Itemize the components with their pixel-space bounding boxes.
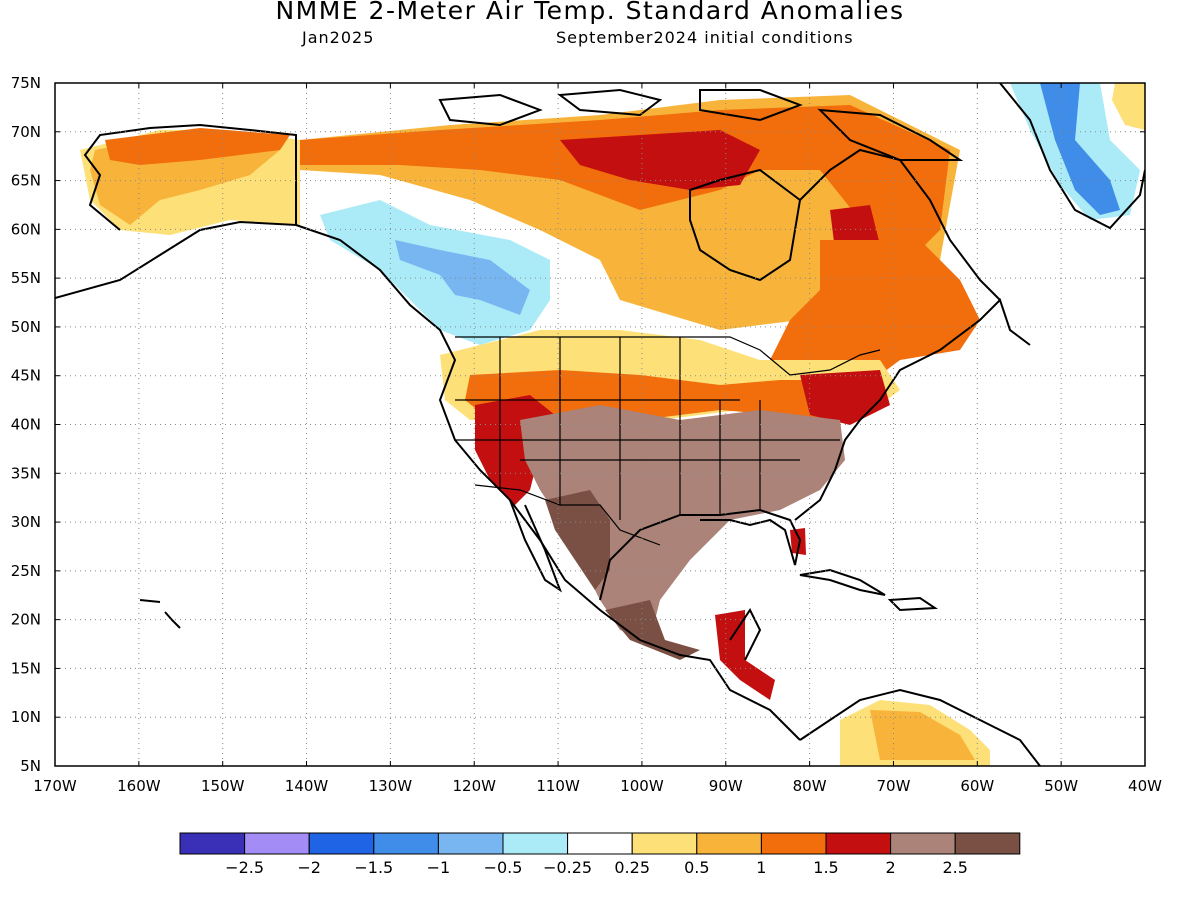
forecast-month: Jan2025 <box>302 28 375 47</box>
hawaii <box>139 599 181 629</box>
cuba <box>799 568 886 596</box>
greenland-warm <box>1112 83 1145 130</box>
colorbar-swatch <box>954 832 1021 855</box>
borders <box>455 336 881 546</box>
greenland-coast <box>999 83 1145 230</box>
lat-label: 75N <box>11 74 41 92</box>
anomaly-shading <box>80 83 1145 766</box>
lon-label: 110W <box>536 777 580 795</box>
lon-label: 70W <box>877 777 911 795</box>
colorbar-label: −2 <box>297 858 321 877</box>
us-canada-border <box>455 336 881 376</box>
bc-light-blue-region <box>395 240 530 315</box>
lat-label: 5N <box>20 757 41 775</box>
lon-label: 120W <box>452 777 496 795</box>
colorbar-swatch <box>437 832 504 855</box>
lat-label: 25N <box>11 562 41 580</box>
colorbar-swatch <box>373 832 439 855</box>
colorbar-label: 1 <box>756 858 766 877</box>
colorbar-swatch <box>890 832 956 855</box>
lon-label: 160W <box>117 777 161 795</box>
lat-label: 40N <box>11 416 41 434</box>
hispaniola <box>887 596 939 612</box>
colorbar-label: 2 <box>886 858 896 877</box>
lon-label: 90W <box>709 777 743 795</box>
mexico-brown-dark <box>545 490 610 590</box>
greenland-blue <box>1040 83 1120 215</box>
lat-label: 60N <box>11 220 41 238</box>
lat-label: 65N <box>11 172 41 190</box>
lon-label: 80W <box>793 777 827 795</box>
colorbar-label: −2.5 <box>225 858 264 877</box>
central-america-dark <box>605 600 700 660</box>
colorbar-label: −1.5 <box>354 858 393 877</box>
hudson-red-region <box>560 130 760 190</box>
hudson-bay <box>689 168 802 282</box>
us-state-lines <box>455 337 840 520</box>
lon-label: 130W <box>369 777 413 795</box>
latitude-labels: 75N 70N 65N 60N 55N 50N 45N 40N 35N 30N 25N 20N 15N 1… <box>11 74 41 775</box>
map-title: NMME 2-Meter Air Temp. Standard Anomalie… <box>275 0 905 25</box>
lat-label: 30N <box>11 513 41 531</box>
colorbar-swatch <box>502 832 569 855</box>
lon-label: 50W <box>1044 777 1078 795</box>
florida-red <box>790 528 806 555</box>
lon-label: 150W <box>201 777 245 795</box>
axis-ticks <box>54 82 1146 767</box>
labrador-coast <box>799 148 1001 301</box>
lat-label: 50N <box>11 318 41 336</box>
baja-peninsula <box>509 499 563 593</box>
colorbar-label: 0.25 <box>614 858 650 877</box>
alaska-strong-region <box>105 128 290 165</box>
colorbar-swatch <box>696 832 762 855</box>
atlantic-coast <box>794 298 1031 521</box>
colorbar-swatch <box>179 832 246 855</box>
colorbar-label: −1 <box>427 858 451 877</box>
longitude-labels: 170W 160W 150W 140W 130W 120W 110W 100W 90W 80W 70… <box>33 777 1162 795</box>
lat-label: 15N <box>11 659 41 677</box>
lat-label: 70N <box>11 123 41 141</box>
lon-label: 60W <box>960 777 994 795</box>
colorbar-swatch <box>760 832 827 855</box>
lat-label: 20N <box>11 611 41 629</box>
lat-label: 35N <box>11 464 41 482</box>
lon-label: 40W <box>1128 777 1162 795</box>
arctic-islands <box>438 88 964 161</box>
south-america-coast <box>799 688 1041 766</box>
lat-label: 55N <box>11 269 41 287</box>
graticule <box>55 83 1145 766</box>
gulf-coast <box>599 508 802 601</box>
us-mexico-border <box>474 484 661 546</box>
lat-label: 45N <box>11 367 41 385</box>
initial-conditions: September2024 initial conditions <box>556 28 854 47</box>
lon-label: 100W <box>620 777 664 795</box>
canada-orange-band <box>300 105 950 270</box>
colorbar-label: 2.5 <box>942 858 967 877</box>
colorbar-swatch <box>244 832 310 855</box>
colorbar-swatch <box>308 832 375 855</box>
central-america-red <box>715 610 775 700</box>
colorbar-labels: −2.5 −2 −1.5 −1 −0.5 −0.25 0.25 0.5 1 1.5 2 2.5 <box>225 858 968 877</box>
colorbar-label: 0.5 <box>684 858 709 877</box>
colorbar-label: −0.25 <box>543 858 592 877</box>
colorbar-label: −0.5 <box>484 858 523 877</box>
alaska-coast <box>55 123 297 299</box>
colorbar-swatch <box>631 832 698 855</box>
colorbar <box>179 832 1021 855</box>
coastlines <box>55 83 1145 766</box>
lon-label: 140W <box>285 777 329 795</box>
colorbar-swatch <box>567 832 633 855</box>
colorbar-label: 1.5 <box>813 858 838 877</box>
lon-label: 170W <box>33 777 77 795</box>
lat-label: 10N <box>11 708 41 726</box>
colorbar-swatch <box>825 832 892 855</box>
south-america-orange <box>870 710 975 760</box>
us-north-orange <box>465 370 880 420</box>
